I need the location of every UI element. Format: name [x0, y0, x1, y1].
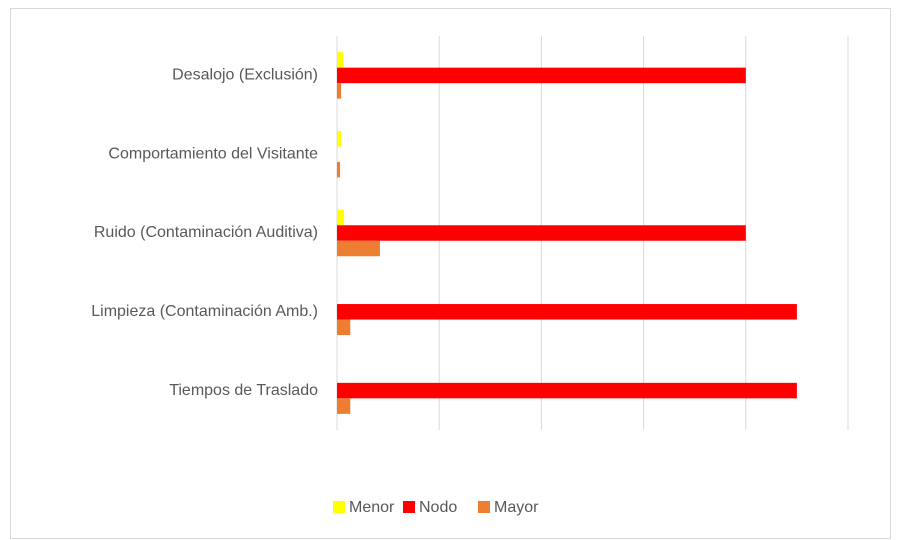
- y-tick-label: Tiempos de Traslado: [169, 382, 318, 399]
- y-tick-label: Comportamiento del Visitante: [108, 145, 318, 162]
- bar: [337, 304, 797, 320]
- bar: [337, 240, 380, 257]
- bar: [337, 398, 351, 414]
- bar: [337, 83, 342, 99]
- bar: [337, 209, 345, 226]
- y-tick-label: Limpieza (Contaminación Amb.): [91, 303, 318, 320]
- legend-swatch: [478, 501, 490, 513]
- legend-label: Menor: [349, 499, 395, 516]
- y-tick-label: Desalojo (Exclusión): [172, 67, 318, 84]
- y-tick-label: Ruido (Contaminación Auditiva): [94, 224, 318, 241]
- chart-frame: [10, 8, 891, 539]
- bar: [337, 161, 341, 178]
- legend-swatch: [403, 501, 415, 513]
- bar: [337, 130, 342, 147]
- bar: [337, 319, 351, 336]
- bar: [337, 382, 797, 399]
- bar: [337, 225, 746, 241]
- legend-label: Nodo: [419, 499, 457, 516]
- legend-label: Mayor: [494, 499, 539, 516]
- bar: [337, 52, 344, 68]
- legend-swatch: [333, 501, 345, 513]
- bar: [337, 67, 746, 84]
